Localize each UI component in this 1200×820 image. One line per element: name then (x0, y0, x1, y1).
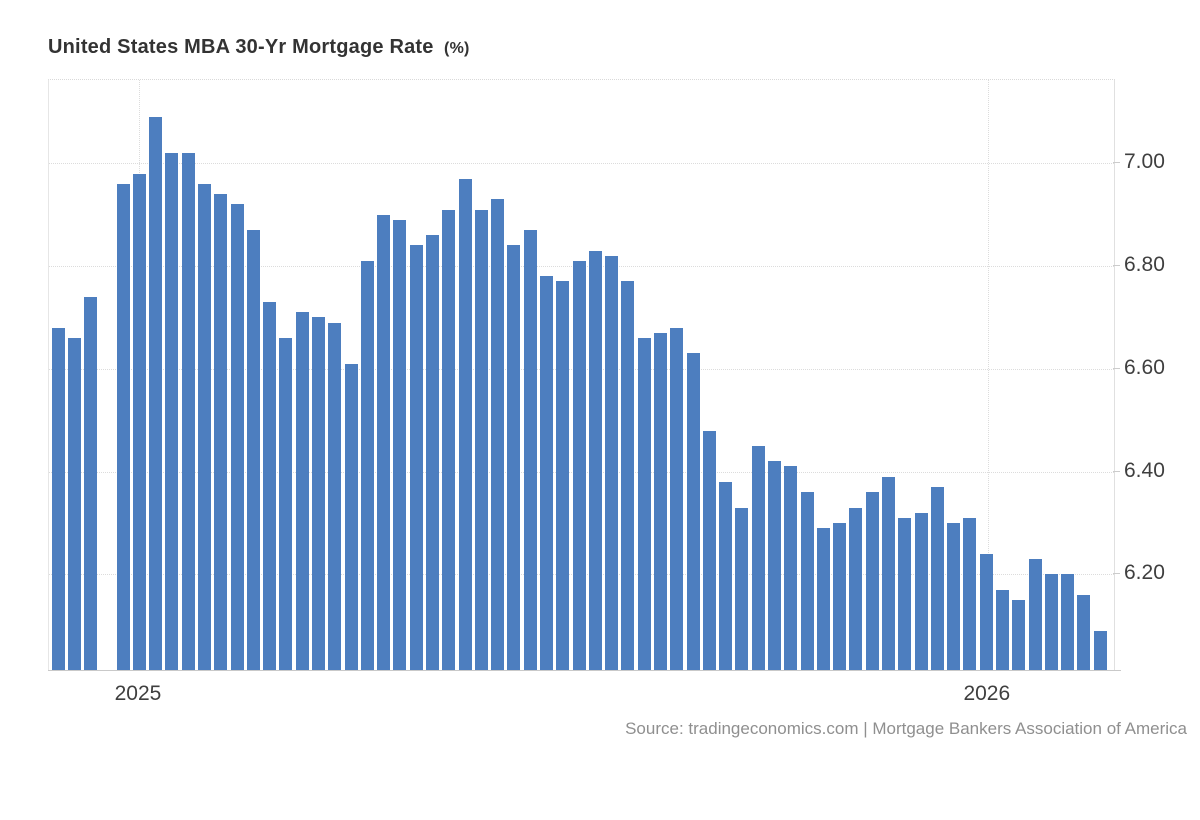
y-axis-label: 6.80 (1124, 253, 1165, 277)
y-axis-tick (1113, 162, 1120, 164)
bar[interactable] (556, 281, 570, 671)
bar[interactable] (198, 183, 212, 671)
bar[interactable] (1028, 558, 1042, 671)
bar[interactable] (865, 492, 879, 671)
bar[interactable] (523, 230, 537, 671)
bar[interactable] (605, 255, 619, 671)
bar[interactable] (426, 235, 440, 671)
bar[interactable] (670, 327, 684, 671)
y-axis-tick (1113, 470, 1120, 472)
bar[interactable] (540, 276, 554, 671)
bar[interactable] (344, 363, 358, 671)
bar[interactable] (1077, 594, 1091, 671)
bar[interactable] (719, 481, 733, 671)
x-axis-label: 2025 (114, 682, 162, 705)
bar[interactable] (116, 183, 130, 671)
bar[interactable] (751, 445, 765, 671)
bar[interactable] (67, 337, 81, 671)
bar[interactable] (328, 322, 342, 671)
y-axis-label: 7.00 (1124, 150, 1165, 174)
chart-title-text: United States MBA 30-Yr Mortgage Rate (48, 36, 434, 58)
bar[interactable] (458, 178, 472, 671)
bar[interactable] (784, 466, 798, 671)
y-axis-label: 6.60 (1124, 355, 1165, 379)
y-axis-tick (1113, 367, 1120, 369)
x-axis-line (48, 670, 1121, 671)
bar[interactable] (246, 230, 260, 671)
bar[interactable] (214, 194, 228, 671)
chart-title: United States MBA 30-Yr Mortgage Rate (%… (48, 36, 470, 59)
x-gridline (987, 80, 989, 671)
bar[interactable] (637, 337, 651, 671)
bar[interactable] (833, 523, 847, 671)
y-axis-tick (1113, 265, 1120, 267)
bar[interactable] (930, 487, 944, 671)
bar[interactable] (1093, 630, 1107, 671)
bar[interactable] (882, 476, 896, 671)
bar[interactable] (898, 517, 912, 671)
bar[interactable] (295, 312, 309, 671)
bar[interactable] (963, 517, 977, 671)
bar[interactable] (474, 209, 488, 671)
bar[interactable] (979, 553, 993, 671)
bar[interactable] (686, 353, 700, 671)
bar[interactable] (816, 528, 830, 671)
bar[interactable] (572, 260, 586, 671)
bar[interactable] (149, 117, 163, 671)
bar[interactable] (360, 260, 374, 671)
bar[interactable] (768, 461, 782, 671)
y-axis-label: 6.40 (1124, 458, 1165, 482)
bar[interactable] (442, 209, 456, 671)
bar[interactable] (409, 245, 423, 671)
bar[interactable] (491, 199, 505, 671)
bar[interactable] (1012, 600, 1026, 671)
y-axis-tick (1113, 573, 1120, 575)
bar[interactable] (849, 507, 863, 671)
bar[interactable] (800, 492, 814, 671)
plot-area (48, 79, 1115, 671)
bar[interactable] (702, 430, 716, 671)
bar[interactable] (654, 332, 668, 671)
x-axis-label: 2026 (963, 682, 1011, 705)
bar[interactable] (84, 296, 98, 671)
chart-unit: (%) (444, 40, 470, 57)
bar[interactable] (1061, 574, 1075, 671)
bar[interactable] (947, 523, 961, 671)
bar[interactable] (393, 219, 407, 671)
y-axis-label: 6.20 (1124, 561, 1165, 585)
bar[interactable] (51, 327, 65, 671)
bar[interactable] (181, 152, 195, 671)
bar[interactable] (279, 337, 293, 671)
bar[interactable] (914, 512, 928, 671)
y-gridline (49, 163, 1114, 165)
bar[interactable] (165, 152, 179, 671)
bar[interactable] (132, 173, 146, 671)
bar[interactable] (621, 281, 635, 671)
bar[interactable] (312, 317, 326, 671)
bar[interactable] (230, 204, 244, 671)
bar[interactable] (1044, 574, 1058, 671)
bar[interactable] (588, 250, 602, 671)
bar[interactable] (996, 589, 1010, 671)
bar[interactable] (263, 302, 277, 671)
source-text: Source: tradingeconomics.com | Mortgage … (625, 719, 1187, 738)
bar[interactable] (507, 245, 521, 671)
bar[interactable] (735, 507, 749, 671)
bar[interactable] (377, 214, 391, 671)
